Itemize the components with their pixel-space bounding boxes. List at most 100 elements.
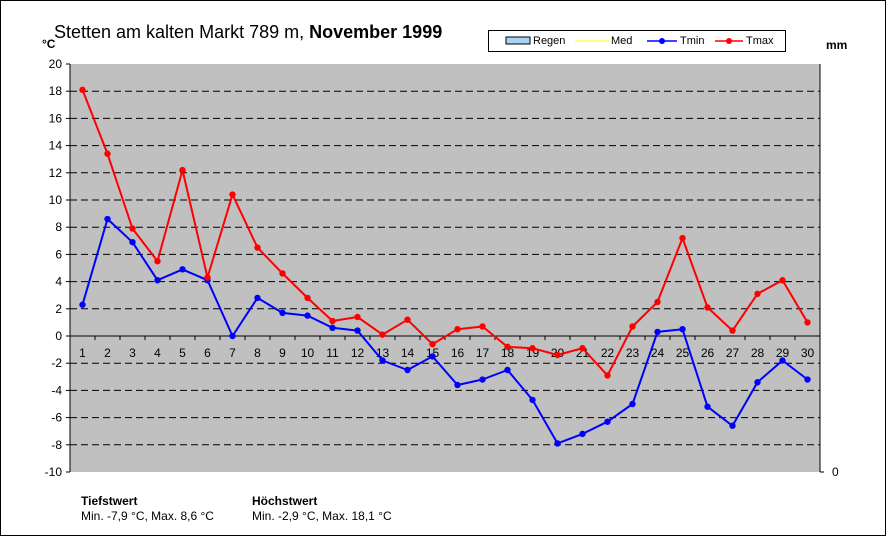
data-point-tmin [179, 266, 186, 273]
y-tick-label: 6 [55, 247, 62, 261]
title-period: November 1999 [309, 22, 443, 42]
data-point-tmin [79, 301, 86, 308]
legend-swatch-regen [505, 36, 531, 45]
x-tick-label: 12 [351, 346, 365, 360]
x-tick-labels: 1234567891011121314151617181920212223242… [79, 346, 814, 360]
x-tick-label: 22 [601, 346, 615, 360]
data-point-tmax [254, 244, 261, 251]
data-point-tmin [529, 396, 536, 404]
legend-marker-tmin [659, 38, 665, 44]
x-tick-label: 6 [204, 346, 211, 360]
data-point-tmin [554, 440, 561, 447]
y-tick-label: -10 [45, 465, 63, 479]
stats-max-text: Min. -2,9 °C, Max. 18,1 °C [252, 509, 392, 523]
y-tick-label: 4 [55, 275, 62, 289]
x-tick-label: 16 [451, 346, 465, 360]
y-tick-label: 8 [55, 220, 62, 234]
data-point-tmax [229, 191, 236, 198]
data-point-tmax [404, 316, 411, 323]
y2-tick-label: 0 [832, 465, 839, 479]
x-tick-label: 26 [701, 346, 715, 360]
data-point-tmax [104, 150, 111, 157]
y-tick-label: -6 [51, 411, 62, 425]
title-station: Stetten am kalten Markt 789 m, [54, 22, 305, 42]
data-point-tmax [79, 86, 86, 94]
data-point-tmin [279, 309, 286, 317]
data-point-tmax [179, 166, 186, 174]
x-tick-label: 8 [254, 346, 261, 360]
data-point-tmax [529, 345, 536, 352]
data-point-tmin [104, 215, 111, 223]
data-point-tmax [279, 270, 286, 277]
data-point-tmax [629, 323, 636, 330]
data-point-tmax [754, 290, 761, 298]
y-tick-label: -4 [51, 383, 62, 397]
data-point-tmax [304, 294, 311, 302]
legend-marker-tmax [726, 38, 732, 44]
data-point-tmax [354, 313, 361, 321]
data-point-tmin [304, 312, 311, 319]
y-tick-label: 0 [55, 329, 62, 343]
data-point-tmin [804, 376, 811, 383]
chart-title: Stetten am kalten Markt 789 m, November … [54, 22, 442, 43]
data-point-tmax [504, 343, 511, 351]
data-point-tmin [154, 277, 161, 284]
x-tick-label: 28 [751, 346, 765, 360]
data-point-tmax [429, 340, 436, 348]
series-line-tmin [81, 218, 809, 445]
legend-label-regen: Regen [533, 35, 566, 47]
stats-min-heading: Tiefstwert [81, 494, 138, 508]
y-tick-label: 20 [49, 57, 63, 71]
x-tick-label: 17 [476, 346, 490, 360]
legend-item-tmin: Tmin [647, 34, 707, 48]
y-tick-label: -2 [51, 356, 62, 370]
x-tick-label: 23 [626, 346, 640, 360]
data-point-tmax [479, 323, 486, 330]
y-tick-label: 14 [49, 139, 63, 153]
data-point-tmax [204, 274, 211, 281]
x-tick-label: 27 [726, 346, 740, 360]
x-tick-label: 7 [229, 346, 236, 360]
data-point-tmax [804, 319, 811, 326]
x-tick-label: 5 [179, 346, 186, 360]
x-tick-label: 24 [651, 346, 665, 360]
data-point-tmin [479, 376, 486, 383]
data-point-tmin [779, 357, 786, 364]
data-point-tmin [679, 326, 686, 333]
data-point-tmin [604, 418, 611, 425]
series-tmin [79, 215, 811, 447]
x-tick-label: 30 [801, 346, 815, 360]
data-point-tmax [379, 331, 386, 338]
x-tick-label: 15 [426, 346, 440, 360]
legend-item-med: Med [575, 34, 635, 48]
x-tick-label: 29 [776, 346, 790, 360]
data-point-tmax [579, 345, 586, 352]
x-tick-label: 1 [79, 346, 86, 360]
data-point-tmin [729, 422, 736, 429]
y-tick-label: 18 [49, 84, 63, 98]
stats-min-text: Min. -7,9 °C, Max. 8,6 °C [81, 509, 214, 523]
y-tick-label: -8 [51, 438, 62, 452]
data-point-tmax [604, 372, 611, 379]
y-tick-label: 10 [49, 193, 63, 207]
data-point-tmax [729, 327, 736, 334]
data-point-tmin [654, 328, 661, 336]
data-point-tmin [129, 238, 136, 246]
stats-max-block: Höchstwert Min. -2,9 °C, Max. 18,1 °C [252, 494, 392, 524]
data-point-tmin [429, 353, 436, 360]
legend-label-tmax: Tmax [746, 35, 774, 47]
data-point-tmin [704, 403, 711, 410]
series-line-tmax [81, 89, 809, 377]
data-point-tmax [704, 304, 711, 311]
x-tick-label: 3 [129, 346, 136, 360]
x-tick-label: 25 [676, 346, 690, 360]
series-group [79, 86, 811, 447]
data-point-tmin [254, 294, 261, 302]
y-tick-label: 16 [49, 111, 63, 125]
data-point-tmin [229, 332, 236, 340]
plot-area [70, 64, 820, 472]
stats-max-heading: Höchstwert [252, 494, 318, 508]
y2-axis-unit-label: mm [826, 38, 848, 52]
